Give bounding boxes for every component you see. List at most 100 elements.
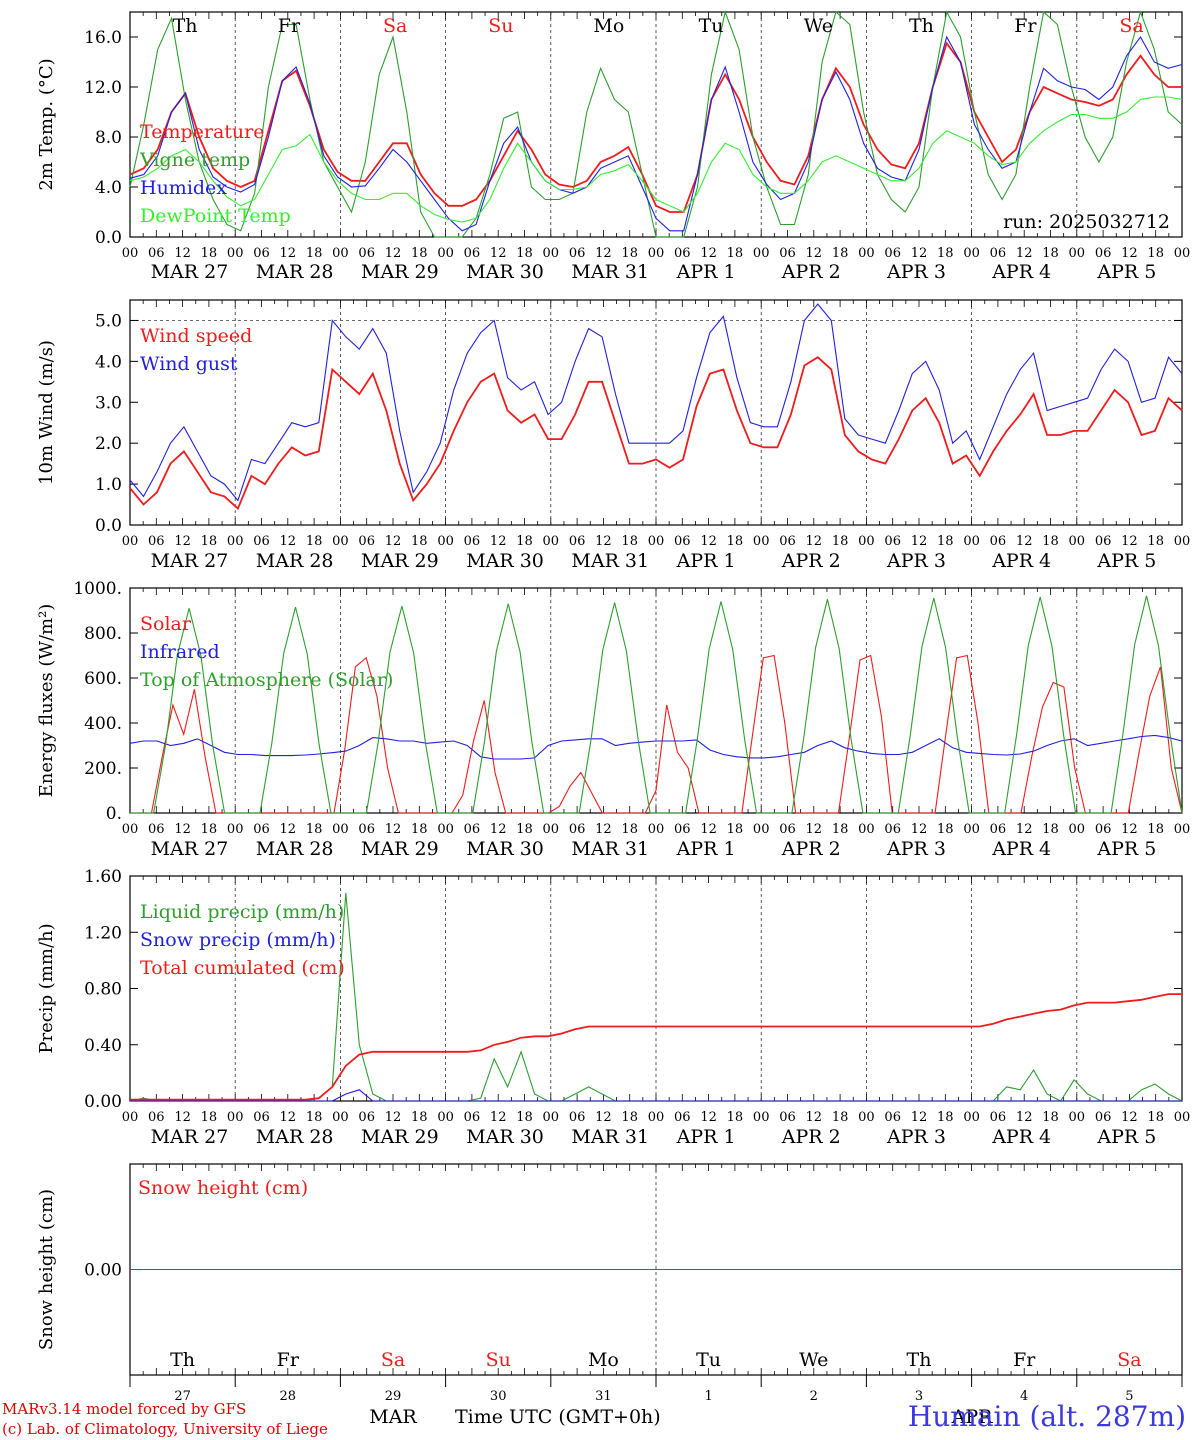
hour-tick-label: 12 — [174, 1110, 191, 1125]
day-number-label: 3 — [915, 1389, 923, 1404]
hour-tick-label: 18 — [411, 534, 428, 549]
legend-entry: Humidex — [140, 177, 227, 199]
y-tick-label: 0.40 — [84, 1036, 122, 1056]
hour-tick-label: 00 — [437, 822, 454, 837]
hour-tick-label: 06 — [884, 534, 901, 549]
legend-entry: Total cumulated (cm) — [140, 957, 345, 979]
weekday-label-top: Mo — [593, 15, 624, 37]
y-tick-label: 0.00 — [84, 1261, 122, 1281]
date-label: MAR 28 — [256, 261, 334, 283]
lab-credit: (c) Lab. of Climatology, University of L… — [2, 1420, 328, 1438]
hour-tick-label: 18 — [411, 822, 428, 837]
weekday-label-bottom: Th — [907, 1349, 932, 1371]
hour-tick-label: 06 — [253, 246, 270, 261]
hour-tick-label: 00 — [858, 822, 875, 837]
hour-tick-label: 18 — [727, 246, 744, 261]
hour-tick-label: 12 — [911, 822, 928, 837]
hour-tick-label: 00 — [332, 822, 349, 837]
series-line-top-of-atmosphere-solar- — [130, 595, 1183, 814]
weekday-label-top: Sa — [383, 15, 407, 37]
hour-tick-label: 12 — [1121, 246, 1138, 261]
hour-tick-label: 00 — [332, 246, 349, 261]
hour-tick-label: 06 — [253, 534, 270, 549]
hour-tick-label: 18 — [832, 534, 849, 549]
day-number-label: 1 — [704, 1389, 712, 1404]
hour-tick-label: 06 — [990, 1110, 1007, 1125]
hour-tick-label: 06 — [674, 822, 691, 837]
y-tick-label: 0.0 — [95, 228, 122, 248]
hour-tick-label: 06 — [884, 1110, 901, 1125]
hour-tick-label: 06 — [569, 1110, 586, 1125]
date-label: MAR 31 — [571, 1126, 649, 1148]
hour-tick-label: 12 — [490, 246, 507, 261]
series-line-total-cumulated-cm- — [130, 993, 1182, 1101]
series-line-humidex — [129, 35, 1183, 232]
hour-tick-label: 00 — [122, 1110, 139, 1125]
chart-panel-1 — [129, 10, 1183, 238]
hour-tick-label: 00 — [753, 246, 770, 261]
hour-tick-label: 12 — [595, 246, 612, 261]
hour-tick-label: 00 — [543, 246, 560, 261]
hour-tick-label: 12 — [595, 534, 612, 549]
hour-tick-label: 18 — [1042, 534, 1059, 549]
hour-tick-label: 06 — [779, 822, 796, 837]
date-label: APR 5 — [1096, 1126, 1156, 1148]
hour-tick-label: 18 — [937, 534, 954, 549]
series-line-infrared — [129, 734, 1183, 760]
hour-tick-label: 12 — [700, 822, 717, 837]
y-tick-label: 200. — [84, 759, 122, 779]
weekday-label-top: We — [804, 15, 833, 37]
legend-entry: Wind gust — [140, 353, 238, 375]
weekday-label-bottom: Su — [486, 1349, 511, 1371]
day-number-label: 5 — [1125, 1389, 1133, 1404]
hour-tick-label: 12 — [911, 1110, 928, 1125]
hour-tick-label: 06 — [884, 822, 901, 837]
hour-tick-label: 06 — [884, 246, 901, 261]
date-label: APR 4 — [991, 838, 1051, 860]
hour-tick-label: 18 — [1042, 246, 1059, 261]
date-label: APR 2 — [781, 550, 841, 572]
date-label: MAR 29 — [361, 550, 439, 572]
hour-tick-label: 00 — [963, 534, 980, 549]
date-label: APR 1 — [676, 1126, 736, 1148]
date-label: MAR 29 — [361, 838, 439, 860]
hour-tick-label: 12 — [490, 1110, 507, 1125]
hour-tick-label: 12 — [385, 534, 402, 549]
hour-tick-label: 06 — [148, 534, 165, 549]
hour-tick-label: 12 — [700, 1110, 717, 1125]
hour-tick-label: 00 — [227, 1110, 244, 1125]
hour-tick-label: 12 — [1121, 534, 1138, 549]
date-label: MAR 31 — [571, 838, 649, 860]
date-label: APR 3 — [886, 261, 946, 283]
date-label: MAR 30 — [466, 838, 544, 860]
hour-tick-label: 00 — [122, 822, 139, 837]
hour-tick-label: 06 — [990, 534, 1007, 549]
series-line-wind-gust — [129, 303, 1183, 502]
date-label: APR 3 — [886, 838, 946, 860]
hour-tick-label: 00 — [227, 246, 244, 261]
hour-tick-label: 18 — [1042, 822, 1059, 837]
hour-tick-label: 18 — [306, 534, 323, 549]
day-number-label: 4 — [1020, 1389, 1028, 1404]
y-tick-label: 1.20 — [84, 923, 122, 943]
series-line-dewpoint-temp — [129, 96, 1183, 223]
date-label: MAR 27 — [151, 1126, 229, 1148]
hour-tick-label: 18 — [1147, 822, 1164, 837]
hour-tick-label: 00 — [753, 534, 770, 549]
y-tick-label: 4.0 — [95, 178, 122, 198]
hour-tick-label: 06 — [358, 246, 375, 261]
day-number-label: 31 — [595, 1389, 612, 1404]
hour-tick-label: 18 — [516, 246, 533, 261]
hour-tick-label: 18 — [621, 534, 638, 549]
weekday-label-bottom: Mo — [588, 1349, 619, 1371]
model-credit: MARv3.14 model forced by GFS — [2, 1400, 247, 1418]
day-number-label: 28 — [280, 1389, 297, 1404]
hour-tick-label: 18 — [201, 246, 218, 261]
hour-tick-label: 12 — [280, 822, 297, 837]
hour-tick-label: 12 — [700, 246, 717, 261]
month-label: MAR — [369, 1406, 417, 1428]
hour-tick-label: 12 — [595, 822, 612, 837]
legend-entry: Temperature — [140, 121, 264, 143]
hour-tick-label: 12 — [385, 1110, 402, 1125]
hour-tick-label: 00 — [858, 246, 875, 261]
